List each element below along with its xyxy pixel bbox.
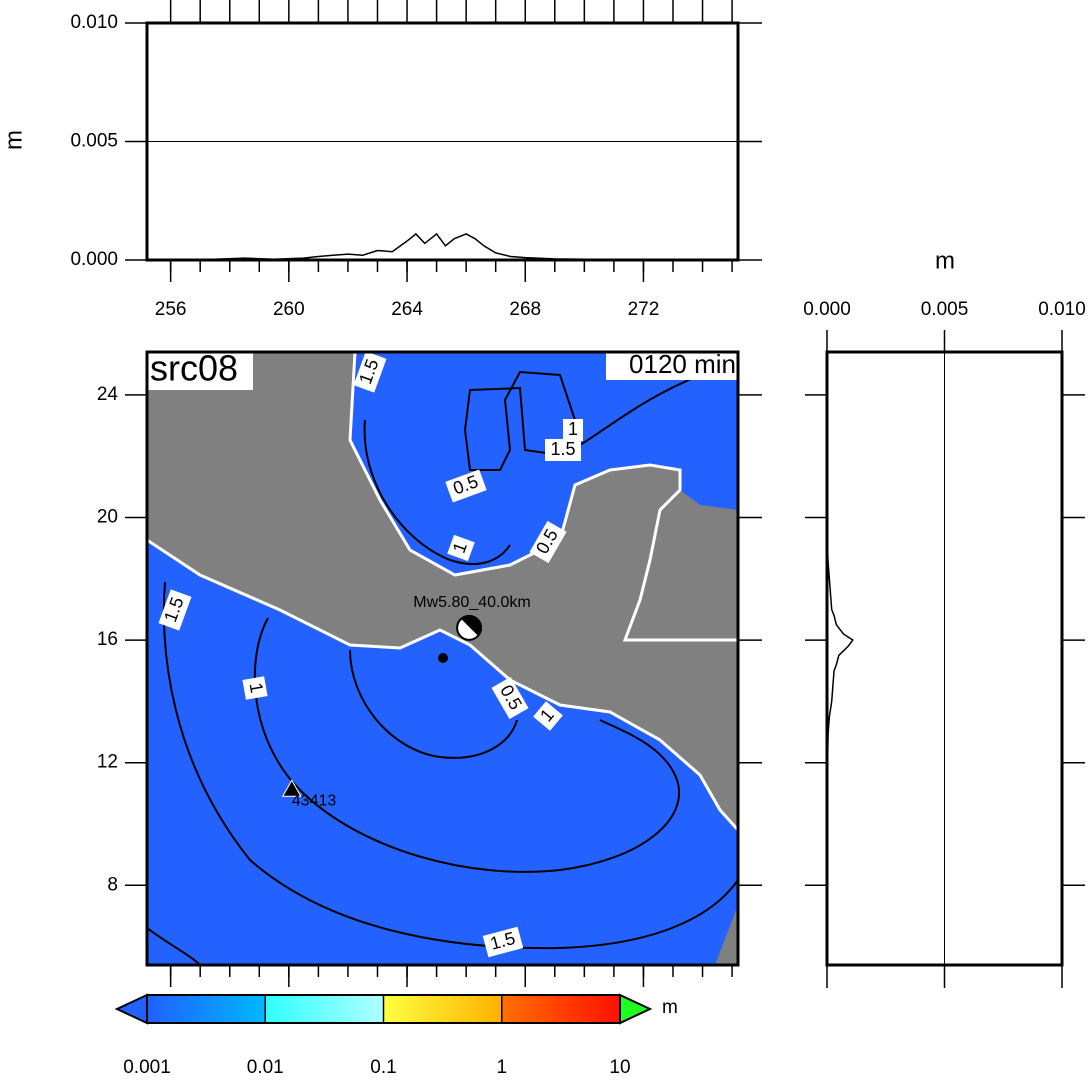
y-tick-label: 0.010: [70, 12, 118, 33]
y-tick-label: 20: [97, 507, 118, 528]
station: [281, 779, 302, 797]
y-tick-label: 16: [97, 629, 118, 650]
land: [147, 352, 738, 830]
x-tick-label: 256: [155, 299, 187, 320]
x-tick-label: 0.005: [921, 299, 969, 320]
x-axis-label: m: [935, 247, 955, 274]
colorbar-segment: [265, 995, 384, 1023]
x-tick-label: 268: [509, 299, 541, 320]
map-layers: 1.5 1 0.5 1 1.5 0.5 1 0.5 1 1.5 1.5: [147, 352, 738, 965]
beachball-quadrant: [461, 615, 482, 636]
map-title: src08: [150, 348, 238, 389]
y-tick-label: 0.005: [70, 131, 118, 152]
y-tick-label: 0.000: [70, 249, 118, 270]
y-tick-label: 24: [97, 384, 119, 405]
colorbar-label: m: [662, 997, 678, 1018]
x-tick-label: 260: [273, 299, 305, 320]
colorbar-segment: [501, 995, 620, 1023]
under-triangle: [114, 993, 148, 1025]
colorbar-tick-label: 10: [609, 1057, 630, 1078]
colorbar-segment: [147, 995, 266, 1023]
dot: [438, 653, 448, 663]
station-label: 43413: [292, 793, 337, 810]
over-triangle: [619, 993, 653, 1025]
source-mechanism: [456, 614, 483, 641]
y-tick-label: 8: [107, 874, 118, 895]
line: [826, 355, 854, 962]
contour: [162, 581, 738, 950]
land: [715, 905, 738, 965]
colorbar-tick-label: 1: [496, 1057, 507, 1078]
x-tick-label: 272: [628, 299, 660, 320]
contour: [147, 927, 201, 965]
colorbar-segment: [383, 995, 502, 1023]
time-label: 0120 min: [629, 349, 736, 379]
x-tick-label: 264: [391, 299, 423, 320]
contour: [363, 419, 511, 565]
y-axis-label: m: [0, 130, 27, 150]
contour-label: 1.5: [550, 439, 575, 459]
y-tick-label: 12: [97, 752, 118, 773]
title-bg: [147, 352, 253, 390]
contour: [463, 370, 577, 471]
contour: [253, 617, 680, 873]
x-tick-label: 0.000: [803, 299, 851, 320]
contour-label: 1: [568, 419, 578, 439]
contour-label: 1: [246, 681, 267, 694]
coastline: [348, 352, 738, 642]
time-bg: [606, 352, 738, 380]
coastline: [147, 538, 738, 832]
top-frame: [145, 21, 740, 262]
x-tick-label: 0.010: [1038, 299, 1086, 320]
colorbar-tick-label: 0.1: [370, 1057, 396, 1078]
line: [155, 232, 733, 261]
map-frame: [145, 350, 740, 967]
contour: [349, 649, 518, 759]
right-frame: [825, 350, 1064, 967]
colorbar-tick-label: 0.001: [123, 1057, 171, 1078]
source-label: Mw5.80_40.0km: [413, 594, 530, 611]
colorbar-tick-label: 0.01: [247, 1057, 284, 1078]
